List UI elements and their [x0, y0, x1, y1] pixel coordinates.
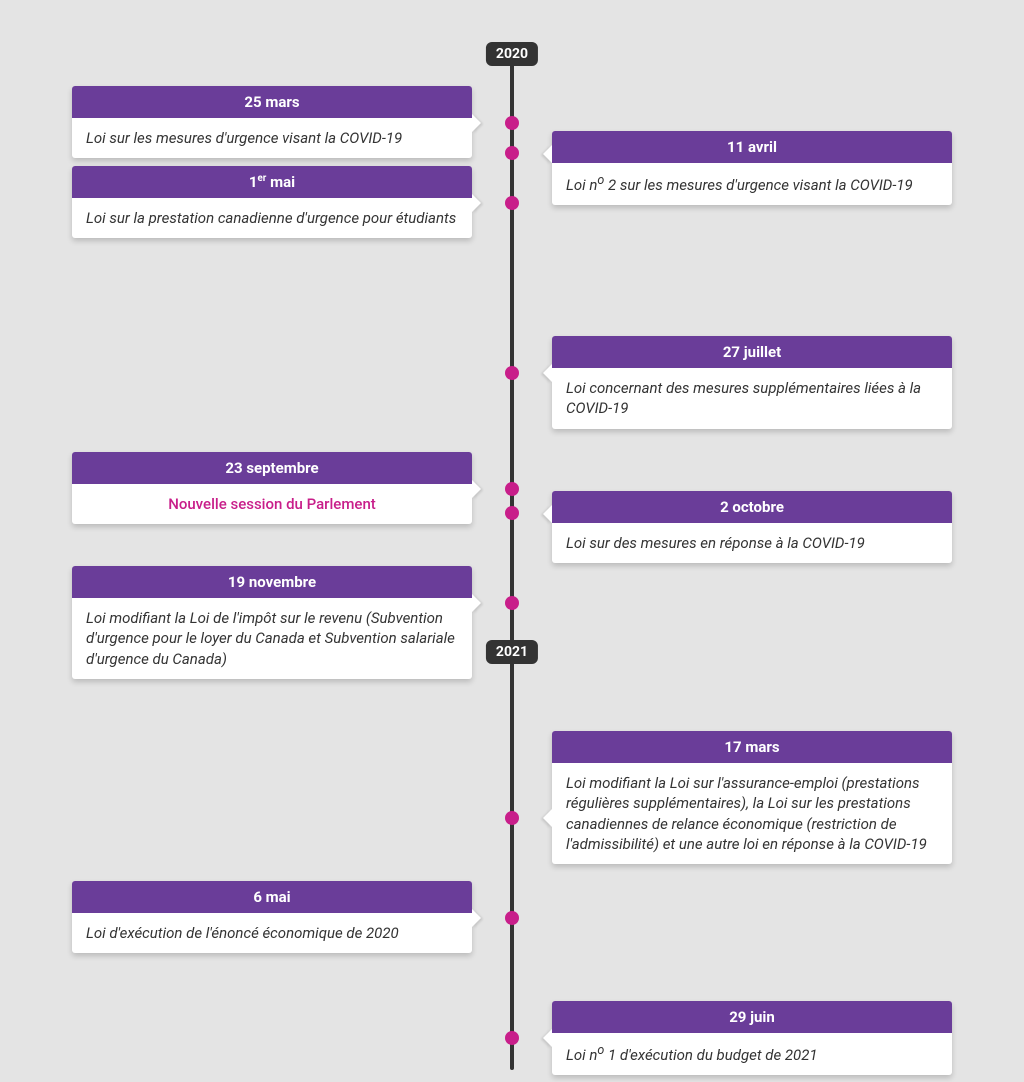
card-date: 23 septembre	[72, 452, 472, 484]
card-date: 27 juillet	[552, 336, 952, 368]
timeline-card: 19 novembreLoi modifiant la Loi de l'imp…	[72, 566, 472, 679]
timeline-dot	[505, 596, 519, 610]
card-description: Loi modifiant la Loi de l'impôt sur le r…	[72, 598, 472, 679]
card-description: Nouvelle session du Parlement	[72, 484, 472, 524]
timeline-card: 6 maiLoi d'exécution de l'énoncé économi…	[72, 881, 472, 953]
timeline-dot	[505, 482, 519, 496]
timeline-canvas: 2020 2021 25 marsLoi sur les mesures d'urg…	[0, 0, 1024, 1082]
card-date: 25 mars	[72, 86, 472, 118]
card-description: Loi d'exécution de l'énoncé économique d…	[72, 913, 472, 953]
timeline-dot	[505, 366, 519, 380]
year-badge: 2020	[486, 42, 538, 66]
timeline-card: 25 marsLoi sur les mesures d'urgence vis…	[72, 86, 472, 158]
timeline-card: 2 octobreLoi sur des mesures en réponse …	[552, 491, 952, 563]
card-description: Loi sur la prestation canadienne d'urgen…	[72, 198, 472, 238]
timeline-card: 11 avrilLoi no 2 sur les mesures d'urgen…	[552, 131, 952, 205]
card-date: 19 novembre	[72, 566, 472, 598]
timeline-card: 29 juinLoi no 1 d'exécution du budget de…	[552, 1001, 952, 1075]
card-date: 11 avril	[552, 131, 952, 163]
timeline-dot	[505, 196, 519, 210]
timeline-dot	[505, 1031, 519, 1045]
timeline-dot	[505, 116, 519, 130]
timeline-dot	[505, 506, 519, 520]
timeline-dot	[505, 911, 519, 925]
year-badge: 2021	[486, 640, 538, 664]
card-date: 17 mars	[552, 731, 952, 763]
card-description: Loi no 2 sur les mesures d'urgence visan…	[552, 163, 952, 205]
timeline-card: 27 juilletLoi concernant des mesures sup…	[552, 336, 952, 429]
card-description: Loi concernant des mesures supplémentair…	[552, 368, 952, 429]
timeline-dot	[505, 146, 519, 160]
card-description: Loi no 1 d'exécution du budget de 2021	[552, 1033, 952, 1075]
timeline-card: 17 marsLoi modifiant la Loi sur l'assura…	[552, 731, 952, 864]
card-description: Loi sur les mesures d'urgence visant la …	[72, 118, 472, 158]
timeline-dot	[505, 811, 519, 825]
card-date: 1er mai	[72, 166, 472, 198]
card-description: Loi sur des mesures en réponse à la COVI…	[552, 523, 952, 563]
card-date: 29 juin	[552, 1001, 952, 1033]
timeline-card: 1er maiLoi sur la prestation canadienne …	[72, 166, 472, 238]
timeline-card: 23 septembreNouvelle session du Parlemen…	[72, 452, 472, 524]
card-date: 6 mai	[72, 881, 472, 913]
card-description: Loi modifiant la Loi sur l'assurance-emp…	[552, 763, 952, 864]
card-date: 2 octobre	[552, 491, 952, 523]
